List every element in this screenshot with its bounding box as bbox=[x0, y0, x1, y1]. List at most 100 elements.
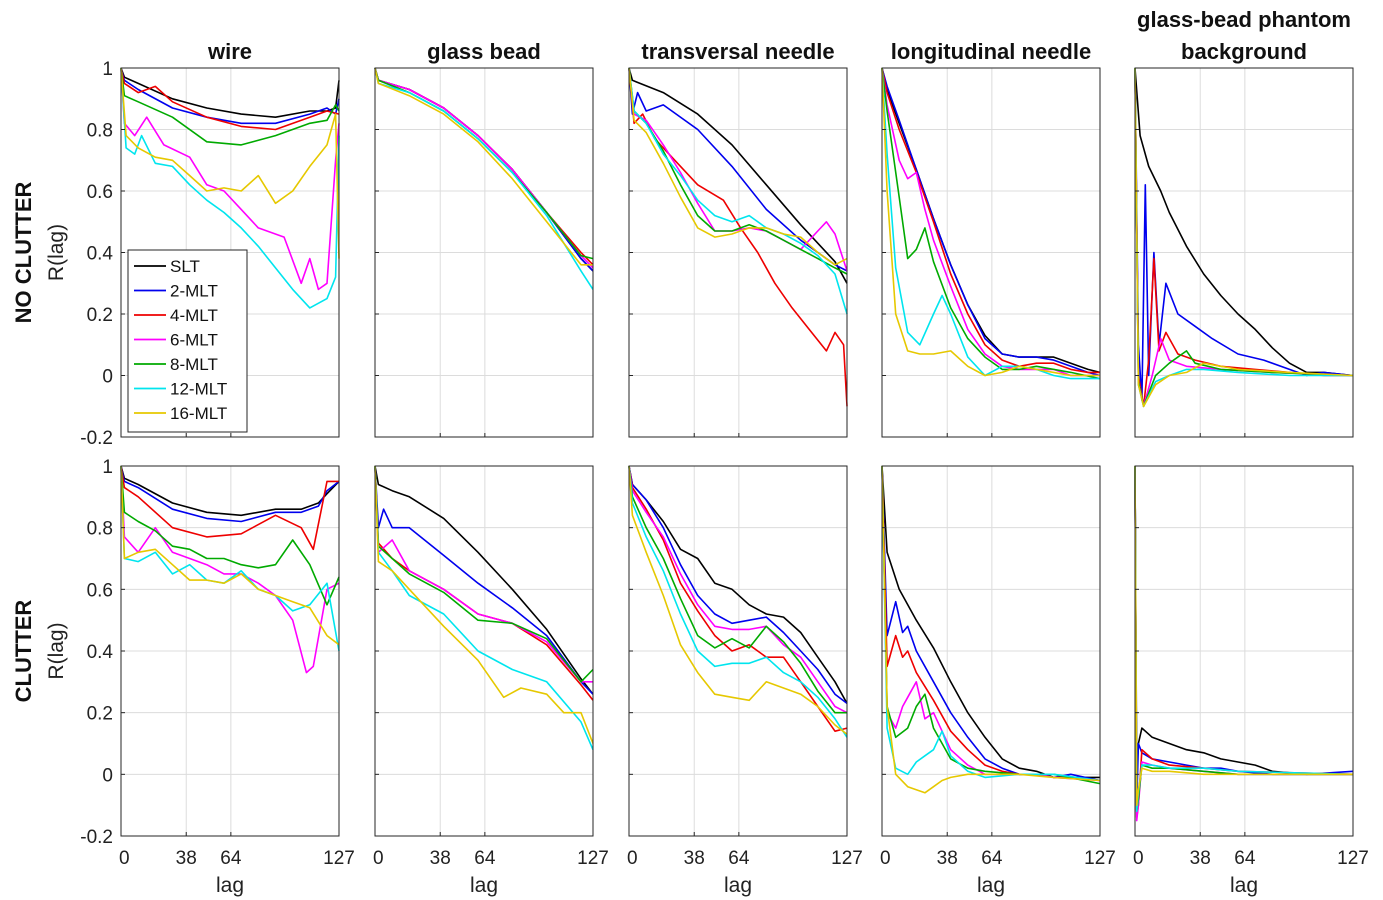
y-tick-label: 0.8 bbox=[87, 519, 113, 540]
series-line-16-mlt bbox=[1134, 465, 1353, 806]
x-tick-label: 127 bbox=[1084, 848, 1116, 869]
panel-wire-row2: 1 0.8 0.6 0.4 0.2 0 -0.2 0 38 64 127 lag bbox=[80, 457, 355, 897]
panel-title: longitudinal needle bbox=[891, 39, 1091, 64]
series-line-16-mlt bbox=[120, 67, 340, 259]
x-tick-label: 64 bbox=[474, 848, 496, 869]
row-label-no-clutter: NO CLUTTER bbox=[11, 182, 36, 324]
series-line-16-mlt bbox=[120, 465, 340, 646]
x-axis-label: lag bbox=[977, 874, 1005, 897]
y-tick-label: -0.2 bbox=[80, 827, 113, 848]
series-line-4-mlt bbox=[374, 465, 594, 701]
panel-title: transversal needle bbox=[641, 39, 834, 64]
x-tick-label: 64 bbox=[220, 848, 242, 869]
x-tick-label: 127 bbox=[323, 848, 355, 869]
series-line-12-mlt bbox=[374, 67, 594, 290]
panel-glass-bead-phantom-background-row1 bbox=[1134, 67, 1354, 438]
series-line-2-mlt bbox=[374, 465, 594, 695]
y-tick-label: 0.4 bbox=[87, 642, 114, 663]
series-line-16-mlt bbox=[628, 67, 848, 266]
panel-transversal-needle-row1 bbox=[628, 67, 848, 438]
series-line-2-mlt bbox=[628, 465, 848, 705]
panel-glass-bead-row1 bbox=[374, 67, 594, 438]
x-axis-label: lag bbox=[470, 874, 498, 897]
panel-title-line-2: background bbox=[1181, 39, 1307, 64]
x-tick-label: 127 bbox=[831, 848, 863, 869]
series-line-6-mlt bbox=[374, 465, 593, 683]
series-line-slt bbox=[1134, 67, 1354, 377]
x-tick-label: 127 bbox=[577, 848, 609, 869]
legend: SLT 2-MLT 4-MLT 6-MLT 8-MLT 12-MLT 16-MLT bbox=[127, 249, 248, 433]
series-line-2-mlt bbox=[1134, 465, 1354, 806]
x-tick-label: 127 bbox=[1337, 848, 1369, 869]
series-line-6-mlt bbox=[628, 67, 848, 272]
panel-longitudinal-needle-row2: 0 38 64 127 lag bbox=[880, 465, 1116, 897]
series-line-2-mlt bbox=[1134, 67, 1354, 401]
series-line-2-mlt bbox=[120, 465, 340, 523]
legend-label-16-mlt: 16-MLT bbox=[170, 404, 227, 423]
y-tick-label: 0.4 bbox=[87, 244, 114, 265]
series-line-12-mlt bbox=[881, 67, 1100, 380]
x-axis-label: lag bbox=[216, 874, 244, 897]
x-tick-label: 0 bbox=[1133, 848, 1144, 869]
series-line-slt bbox=[881, 465, 1100, 779]
y-tick-label: 0.8 bbox=[87, 121, 113, 142]
x-tick-label: 0 bbox=[373, 848, 384, 869]
series-line-8-mlt bbox=[628, 465, 847, 714]
x-tick-label: 38 bbox=[684, 848, 705, 869]
y-axis-label: R(lag) bbox=[45, 622, 68, 679]
series-line-4-mlt bbox=[628, 465, 848, 732]
series-line-12-mlt bbox=[628, 465, 848, 738]
series-line-slt bbox=[120, 67, 340, 118]
panel-transversal-needle-row2: 0 38 64 127 lag bbox=[627, 465, 863, 897]
panel-glass-bead-phantom-background-row2: 0 38 64 127 lag bbox=[1133, 465, 1369, 897]
series-line-6-mlt bbox=[628, 465, 848, 714]
series-line-4-mlt bbox=[374, 67, 594, 266]
series-line-16-mlt bbox=[881, 465, 1101, 794]
series-line-4-mlt bbox=[1134, 465, 1354, 819]
series-line-2-mlt bbox=[881, 465, 1101, 782]
legend-label-4-mlt: 4-MLT bbox=[170, 306, 218, 325]
series-line-12-mlt bbox=[881, 465, 1101, 782]
series-line-16-mlt bbox=[374, 465, 594, 744]
legend-label-6-mlt: 6-MLT bbox=[170, 331, 218, 350]
series-line-8-mlt bbox=[881, 465, 1101, 785]
series-line-slt bbox=[881, 67, 1101, 374]
x-tick-label: 38 bbox=[937, 848, 958, 869]
row-label-clutter: CLUTTER bbox=[11, 600, 36, 703]
series-line-12-mlt bbox=[1134, 465, 1354, 813]
x-tick-label: 64 bbox=[981, 848, 1003, 869]
series-line-6-mlt bbox=[881, 67, 1100, 377]
series-line-12-mlt bbox=[628, 67, 848, 315]
series-line-6-mlt bbox=[881, 465, 1101, 782]
y-tick-label: 0.6 bbox=[87, 580, 113, 601]
series-line-12-mlt bbox=[374, 465, 594, 751]
y-axis-label: R(lag) bbox=[45, 224, 68, 281]
panel-title: wire bbox=[207, 39, 252, 64]
series-line-8-mlt bbox=[628, 67, 848, 275]
series-line-slt bbox=[628, 67, 848, 284]
series-line-16-mlt bbox=[628, 465, 848, 735]
series-line-4-mlt bbox=[120, 465, 339, 551]
series-line-16-mlt bbox=[374, 67, 593, 266]
series-line-slt bbox=[374, 465, 594, 695]
x-tick-label: 38 bbox=[1190, 848, 1211, 869]
series-line-2-mlt bbox=[374, 67, 594, 272]
x-tick-label: 0 bbox=[119, 848, 130, 869]
y-tick-label: 0.2 bbox=[87, 305, 113, 326]
legend-box bbox=[127, 249, 248, 433]
series-line-4-mlt bbox=[881, 465, 1101, 782]
x-axis-label: lag bbox=[1230, 874, 1258, 897]
series-line-6-mlt bbox=[120, 67, 340, 291]
panel-longitudinal-needle-row1 bbox=[881, 67, 1101, 438]
series-line-12-mlt bbox=[120, 67, 340, 309]
y-tick-label: 1 bbox=[102, 457, 113, 478]
y-tick-label: 1 bbox=[102, 59, 113, 80]
y-tick-label: 0.2 bbox=[87, 704, 113, 725]
series-line-slt bbox=[1134, 465, 1353, 776]
series-line-16-mlt bbox=[1134, 67, 1354, 408]
x-tick-label: 64 bbox=[1234, 848, 1256, 869]
series-line-4-mlt bbox=[120, 67, 340, 131]
series-line-4-mlt bbox=[628, 67, 848, 407]
panel-glass-bead-row2: 0 38 64 127 lag bbox=[373, 465, 609, 897]
